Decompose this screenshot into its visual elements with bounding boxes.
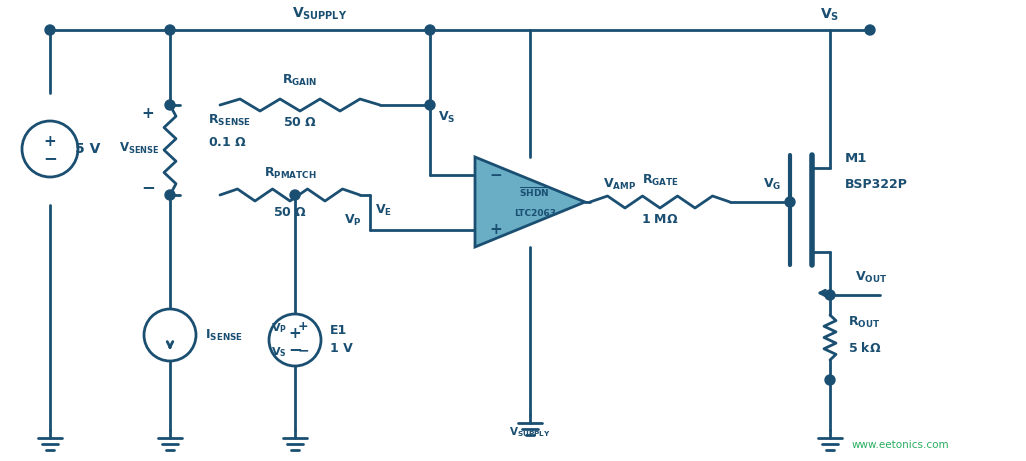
Text: +: + — [288, 325, 302, 341]
Circle shape — [825, 290, 835, 300]
Polygon shape — [475, 157, 585, 247]
Text: $\mathbf{R_{GATE}}$: $\mathbf{R_{GATE}}$ — [641, 172, 678, 188]
Text: $\mathbf{50\ \Omega}$: $\mathbf{50\ \Omega}$ — [283, 117, 317, 130]
Text: LTC2063: LTC2063 — [514, 209, 556, 219]
Text: +: + — [142, 106, 154, 120]
Circle shape — [425, 100, 435, 110]
Text: −: − — [141, 178, 155, 196]
Text: −: − — [489, 167, 502, 183]
Text: BSP322P: BSP322P — [845, 178, 908, 191]
Text: +: + — [489, 223, 502, 237]
Text: M1: M1 — [845, 152, 867, 165]
Text: E1: E1 — [330, 324, 347, 337]
Text: $\mathbf{V_{SENSE}}$: $\mathbf{V_{SENSE}}$ — [119, 141, 160, 155]
Text: $\mathbf{V_S}$: $\mathbf{V_S}$ — [271, 345, 287, 359]
Circle shape — [825, 375, 835, 385]
Text: $\mathbf{I_{SENSE}}$: $\mathbf{I_{SENSE}}$ — [205, 327, 243, 343]
Text: $\mathbf{1\ M\Omega}$: $\mathbf{1\ M\Omega}$ — [641, 213, 679, 226]
Text: $\mathbf{V_P}$: $\mathbf{V_P}$ — [271, 321, 287, 335]
Circle shape — [865, 25, 875, 35]
Text: −: − — [298, 343, 310, 357]
Text: $\mathbf{V_E}$: $\mathbf{V_E}$ — [374, 202, 392, 218]
Text: $\overline{\mathbf{SHDN}}$: $\overline{\mathbf{SHDN}}$ — [519, 185, 551, 199]
Text: $\mathbf{5\ k\Omega}$: $\mathbf{5\ k\Omega}$ — [849, 341, 881, 355]
Text: +: + — [44, 135, 56, 149]
Text: $\mathbf{V_S}$: $\mathbf{V_S}$ — [438, 109, 456, 124]
Text: $\mathbf{V_G}$: $\mathbf{V_G}$ — [763, 177, 781, 192]
Text: $\mathbf{R_{PMATCH}}$: $\mathbf{R_{PMATCH}}$ — [264, 165, 316, 181]
Text: 1 V: 1 V — [330, 342, 353, 355]
Text: $\mathbf{0.1\ \Omega}$: $\mathbf{0.1\ \Omega}$ — [208, 136, 246, 149]
Text: $\mathbf{V_{SUPPLY}}$: $\mathbf{V_{SUPPLY}}$ — [509, 425, 551, 439]
Circle shape — [45, 25, 55, 35]
Text: −: − — [288, 340, 302, 358]
Text: www.eetonics.com: www.eetonics.com — [852, 440, 949, 450]
Circle shape — [165, 25, 175, 35]
Text: $\mathbf{R_{OUT}}$: $\mathbf{R_{OUT}}$ — [849, 315, 880, 330]
Text: $\mathbf{V_{AMP}}$: $\mathbf{V_{AMP}}$ — [603, 177, 636, 192]
Text: $\mathbf{V_S}$: $\mathbf{V_S}$ — [821, 7, 839, 23]
Circle shape — [290, 190, 300, 200]
Text: $\mathbf{50\ \Omega}$: $\mathbf{50\ \Omega}$ — [273, 207, 307, 219]
Circle shape — [165, 100, 175, 110]
Circle shape — [165, 190, 175, 200]
Text: −: − — [43, 149, 56, 167]
Text: $\mathbf{V_{SUPPLY}}$: $\mathbf{V_{SUPPLY}}$ — [292, 6, 348, 22]
Text: +: + — [298, 319, 309, 332]
Text: 5 V: 5 V — [75, 142, 101, 156]
Text: $\mathbf{V_P}$: $\mathbf{V_P}$ — [344, 213, 362, 228]
Text: $\mathbf{R_{GAIN}}$: $\mathbf{R_{GAIN}}$ — [282, 72, 318, 88]
Circle shape — [425, 25, 435, 35]
Text: $\mathbf{V_{OUT}}$: $\mathbf{V_{OUT}}$ — [855, 269, 887, 284]
Text: $\mathbf{R_{SENSE}}$: $\mathbf{R_{SENSE}}$ — [208, 112, 251, 128]
Circle shape — [785, 197, 795, 207]
